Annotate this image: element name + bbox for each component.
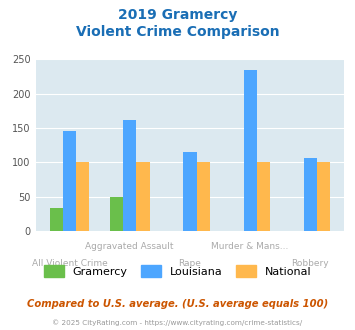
Text: Aggravated Assault: Aggravated Assault <box>86 242 174 251</box>
Bar <box>50 208 63 231</box>
Bar <box>63 131 76 231</box>
Text: 2019 Gramercy: 2019 Gramercy <box>118 8 237 22</box>
Text: Robbery: Robbery <box>291 259 329 268</box>
Text: Rape: Rape <box>179 259 201 268</box>
Text: Compared to U.S. average. (U.S. average equals 100): Compared to U.S. average. (U.S. average … <box>27 299 328 309</box>
Bar <box>197 162 210 231</box>
Text: © 2025 CityRating.com - https://www.cityrating.com/crime-statistics/: © 2025 CityRating.com - https://www.city… <box>53 319 302 326</box>
Bar <box>123 120 136 231</box>
Bar <box>183 152 197 231</box>
Bar <box>136 162 149 231</box>
Text: Murder & Mans...: Murder & Mans... <box>212 242 289 251</box>
Bar <box>110 197 123 231</box>
Bar <box>76 162 89 231</box>
Bar <box>257 162 270 231</box>
Text: Violent Crime Comparison: Violent Crime Comparison <box>76 25 279 39</box>
Text: All Violent Crime: All Violent Crime <box>32 259 107 268</box>
Bar <box>317 162 330 231</box>
Bar <box>304 158 317 231</box>
Bar <box>244 70 257 231</box>
Legend: Gramercy, Louisiana, National: Gramercy, Louisiana, National <box>44 265 311 277</box>
